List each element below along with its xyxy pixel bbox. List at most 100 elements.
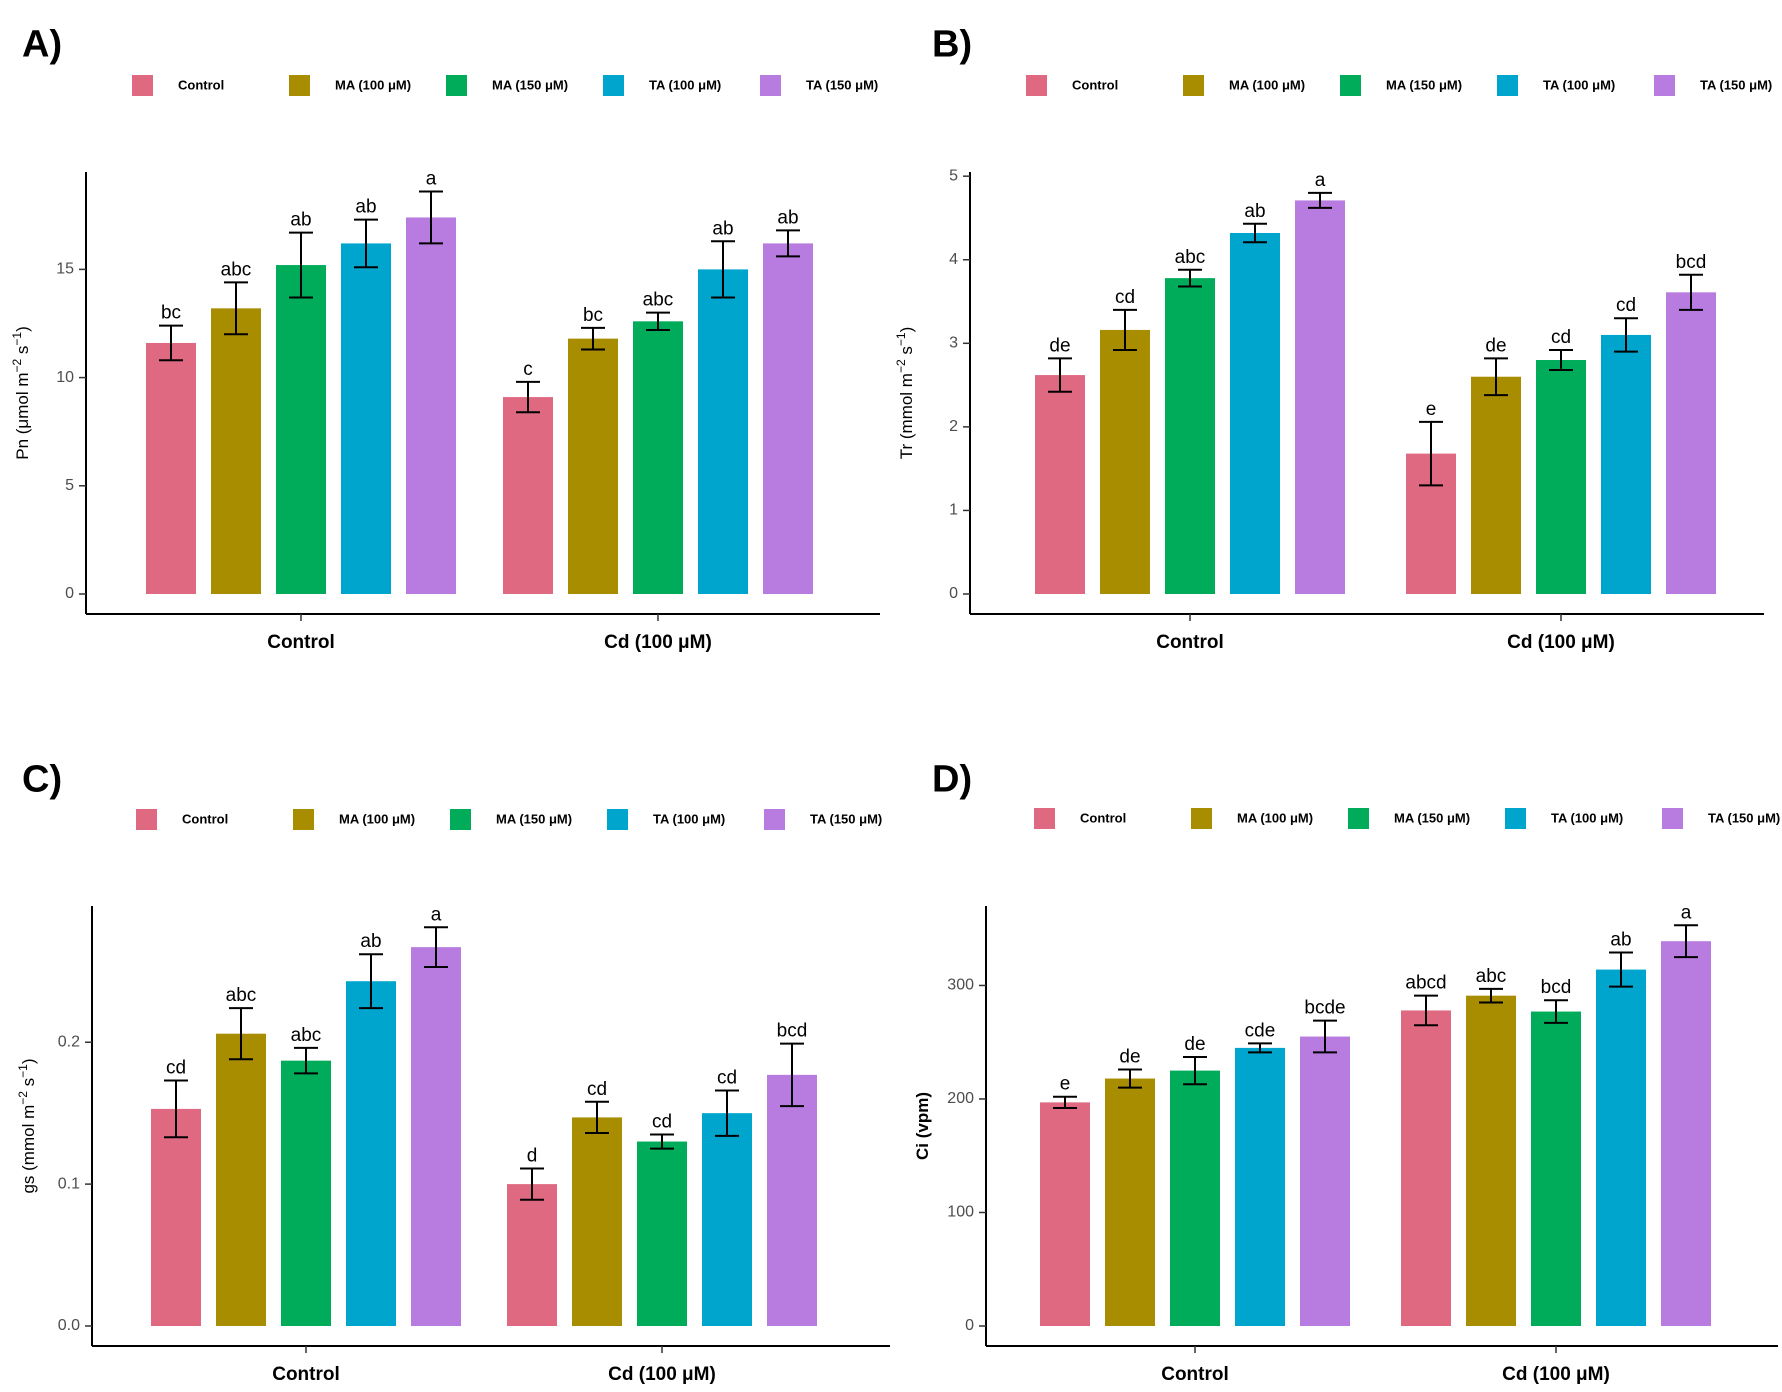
significance-letter: cd (1616, 295, 1636, 316)
legend-swatch (1026, 75, 1047, 96)
legend-swatch (1348, 808, 1369, 829)
y-tick-label: 2 (949, 418, 958, 435)
significance-letter: e (1060, 1074, 1071, 1095)
x-category-label: Control (267, 632, 335, 653)
panel-2: B) Control MA (100 μM) MA (150 μM) TA (100 μ… (894, 23, 1772, 653)
y-tick-label: 0 (949, 585, 958, 602)
significance-letter: a (431, 904, 442, 925)
significance-letter: ab (1610, 930, 1631, 951)
significance-letter: abc (226, 985, 257, 1006)
significance-letter: bcd (1676, 252, 1707, 273)
significance-letter: ab (290, 210, 311, 231)
legend-swatch (1654, 75, 1675, 96)
bar (406, 217, 456, 594)
legend-label: MA (150 μM) (492, 77, 568, 92)
bar (637, 1141, 687, 1326)
legend-label: TA (150 μM) (1700, 77, 1772, 92)
bar (1531, 1011, 1581, 1326)
significance-letter: cd (1551, 327, 1571, 348)
legend-label: TA (150 μM) (806, 77, 878, 92)
bar (1040, 1102, 1090, 1326)
bar (503, 397, 553, 594)
bar (146, 342, 196, 594)
x-category-label: Control (1161, 1364, 1229, 1385)
significance-letter: abc (643, 290, 674, 311)
bar (1165, 278, 1215, 594)
y-tick-label: 100 (947, 1204, 974, 1221)
significance-letter: ab (360, 931, 381, 952)
legend-label: MA (100 μM) (1229, 77, 1305, 92)
bar (1666, 292, 1716, 594)
bar (1230, 233, 1280, 594)
significance-letter: de (1485, 335, 1506, 356)
y-tick-label: 10 (56, 369, 74, 386)
bar (1300, 1036, 1350, 1326)
significance-letter: ab (355, 197, 376, 218)
x-category-label: Cd (100 μM) (608, 1364, 716, 1385)
legend-swatch (1191, 808, 1212, 829)
legend-swatch (1183, 75, 1204, 96)
bar (341, 243, 391, 594)
y-tick-label: 1 (949, 502, 958, 519)
y-axis-label: Pn (μmol m−2 s−1) (10, 326, 32, 460)
significance-letter: cd (652, 1111, 672, 1132)
y-tick-label: 300 (947, 977, 974, 994)
y-axis-label: gs (mmol m−2 s−1) (16, 1058, 38, 1193)
significance-letter: bc (161, 303, 181, 324)
y-tick-label: 0 (65, 585, 74, 602)
bar (1601, 334, 1651, 594)
significance-letter: abc (1175, 247, 1206, 268)
significance-letter: ab (777, 207, 798, 228)
legend-label: MA (100 μM) (339, 811, 415, 826)
bar (633, 321, 683, 594)
legend-label: TA (150 μM) (1708, 810, 1780, 825)
panel-label: B) (932, 23, 972, 65)
bar (211, 308, 261, 594)
y-tick-label: 0.1 (58, 1175, 80, 1192)
panel-label: C) (22, 758, 62, 800)
legend-swatch (1034, 808, 1055, 829)
y-tick-label: 3 (949, 335, 958, 352)
bar (1596, 969, 1646, 1326)
bar (1235, 1047, 1285, 1326)
panel-4: D) Control MA (100 μM) MA (150 μM) TA (100 μ… (913, 758, 1780, 1385)
legend-swatch (1497, 75, 1518, 96)
significance-letter: abc (1476, 966, 1507, 987)
legend-label: Control (182, 811, 228, 826)
legend-swatch (607, 809, 628, 830)
legend-label: TA (100 μM) (649, 77, 721, 92)
significance-letter: bcd (1541, 977, 1572, 998)
legend-swatch (132, 75, 153, 96)
y-tick-label: 4 (949, 251, 958, 268)
legend-swatch (136, 809, 157, 830)
significance-letter: de (1049, 335, 1070, 356)
x-category-label: Control (272, 1364, 340, 1385)
significance-letter: a (1681, 902, 1692, 923)
significance-letter: bc (583, 305, 603, 326)
panel-label: A) (22, 23, 62, 65)
significance-letter: a (426, 168, 437, 189)
significance-letter: de (1119, 1046, 1140, 1067)
bar (1105, 1078, 1155, 1326)
x-category-label: Cd (100 μM) (1507, 632, 1615, 653)
y-tick-label: 0.0 (58, 1317, 80, 1334)
bar (216, 1033, 266, 1326)
significance-letter: d (527, 1146, 538, 1167)
bar (507, 1184, 557, 1326)
significance-letter: de (1184, 1034, 1205, 1055)
legend-swatch (764, 809, 785, 830)
significance-letter: cde (1245, 1020, 1276, 1041)
panel-label: D) (932, 758, 972, 800)
legend-swatch (1662, 808, 1683, 829)
x-category-label: Control (1156, 632, 1224, 653)
bar (1536, 360, 1586, 594)
bar (1471, 376, 1521, 594)
significance-letter: ab (1244, 201, 1265, 222)
panel-1: A) Control MA (100 μM) MA (150 μM) TA (100 μ… (10, 23, 880, 653)
legend-swatch (603, 75, 624, 96)
significance-letter: bcde (1304, 998, 1345, 1019)
legend-label: MA (150 μM) (496, 811, 572, 826)
legend-swatch (293, 809, 314, 830)
legend-swatch (289, 75, 310, 96)
bar (1466, 995, 1516, 1326)
